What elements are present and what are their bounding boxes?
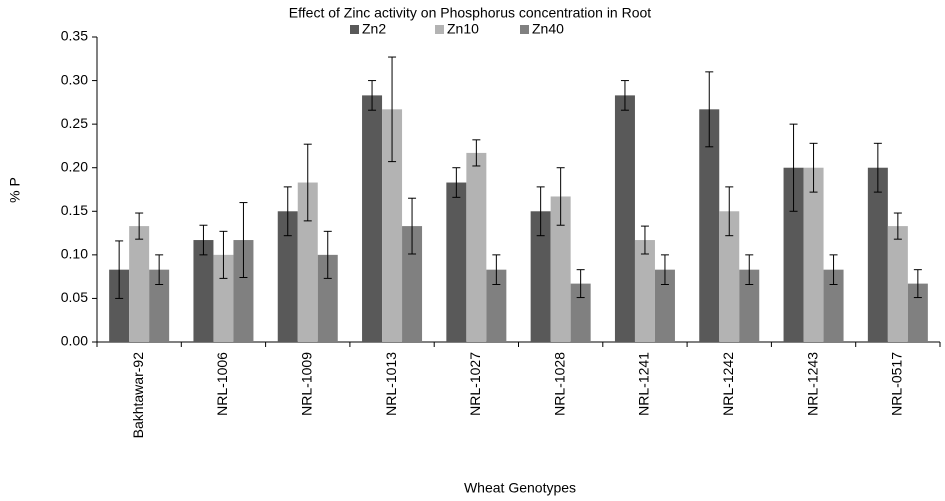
error-bar bbox=[705, 71, 714, 148]
error-bar bbox=[536, 186, 545, 237]
bar bbox=[907, 283, 928, 342]
error-bar bbox=[368, 80, 377, 111]
bar bbox=[654, 269, 675, 342]
error-bar bbox=[472, 139, 481, 167]
bar bbox=[530, 211, 551, 342]
bar bbox=[233, 240, 254, 342]
error-bar bbox=[789, 123, 798, 212]
bar bbox=[466, 152, 487, 342]
legend-label: Zn40 bbox=[532, 21, 564, 37]
error-bar bbox=[492, 254, 501, 285]
bar bbox=[213, 254, 234, 342]
bar bbox=[382, 109, 403, 342]
error-bar bbox=[556, 167, 565, 226]
x-tick-label: NRL-1027 bbox=[467, 352, 483, 416]
error-bar bbox=[219, 230, 228, 279]
x-tick-label: Bakhtawar-92 bbox=[130, 352, 146, 439]
bar bbox=[446, 182, 467, 342]
error-bar bbox=[115, 240, 124, 299]
error-bar bbox=[388, 56, 397, 163]
error-bar bbox=[303, 143, 312, 222]
bar bbox=[783, 167, 804, 342]
y-tick-label: 0.30 bbox=[61, 71, 88, 87]
bar bbox=[570, 283, 591, 342]
error-bar bbox=[873, 142, 882, 193]
bar bbox=[193, 240, 214, 342]
bar bbox=[719, 211, 740, 342]
error-bar bbox=[660, 254, 669, 285]
bar bbox=[109, 269, 130, 342]
bar bbox=[297, 182, 318, 342]
y-tick-label: 0.20 bbox=[61, 158, 88, 174]
x-tick-label: NRL-1009 bbox=[298, 352, 314, 416]
bar bbox=[699, 109, 720, 342]
error-bar bbox=[408, 197, 417, 255]
bar bbox=[402, 226, 423, 342]
bar bbox=[739, 269, 760, 342]
bar bbox=[614, 95, 635, 342]
bar bbox=[867, 167, 888, 342]
y-axis-title: % P bbox=[7, 177, 23, 203]
bar bbox=[317, 254, 338, 342]
y-tick-label: 0.35 bbox=[61, 28, 88, 44]
error-bar bbox=[913, 269, 922, 299]
error-bar bbox=[809, 142, 818, 193]
error-bar bbox=[199, 224, 208, 256]
error-bar bbox=[135, 212, 144, 240]
chart-title: Effect of Zinc activity on Phosphorus co… bbox=[289, 5, 651, 21]
error-bar bbox=[893, 212, 902, 240]
bar bbox=[887, 226, 908, 342]
error-bar bbox=[323, 230, 332, 279]
bar bbox=[362, 95, 383, 342]
x-tick-label: NRL-1013 bbox=[383, 352, 399, 416]
error-bar bbox=[155, 254, 164, 285]
bar bbox=[803, 167, 824, 342]
x-tick-label: NRL-1242 bbox=[720, 352, 736, 416]
bar bbox=[486, 269, 507, 342]
legend-swatch bbox=[520, 25, 529, 34]
bar bbox=[634, 240, 655, 342]
error-bar bbox=[640, 225, 649, 255]
error-bar bbox=[239, 202, 248, 279]
bar bbox=[149, 269, 170, 342]
error-bar bbox=[725, 186, 734, 237]
x-tick-label: NRL-1006 bbox=[214, 352, 230, 416]
bar bbox=[129, 226, 150, 342]
legend-label: Zn2 bbox=[362, 21, 386, 37]
bar bbox=[823, 269, 844, 342]
error-bar bbox=[620, 80, 629, 111]
x-tick-label: NRL-1241 bbox=[636, 352, 652, 416]
y-tick-label: 0.15 bbox=[61, 202, 88, 218]
x-tick-label: NRL-1243 bbox=[804, 352, 820, 416]
x-axis-title: Wheat Genotypes bbox=[464, 480, 576, 496]
y-tick-label: 0.10 bbox=[61, 246, 88, 262]
error-bar bbox=[576, 269, 585, 299]
x-tick-label: NRL-1028 bbox=[551, 352, 567, 416]
bar bbox=[277, 211, 298, 342]
error-bar bbox=[745, 254, 754, 285]
y-tick-label: 0.00 bbox=[61, 333, 88, 349]
legend-swatch bbox=[350, 25, 359, 34]
bar bbox=[550, 196, 571, 342]
error-bar bbox=[283, 186, 292, 237]
legend-swatch bbox=[435, 25, 444, 34]
y-tick-label: 0.05 bbox=[61, 289, 88, 305]
legend-label: Zn10 bbox=[447, 21, 479, 37]
y-tick-label: 0.25 bbox=[61, 115, 88, 131]
x-tick-label: NRL-0517 bbox=[889, 352, 905, 416]
error-bar bbox=[452, 167, 461, 198]
error-bar bbox=[829, 254, 838, 285]
